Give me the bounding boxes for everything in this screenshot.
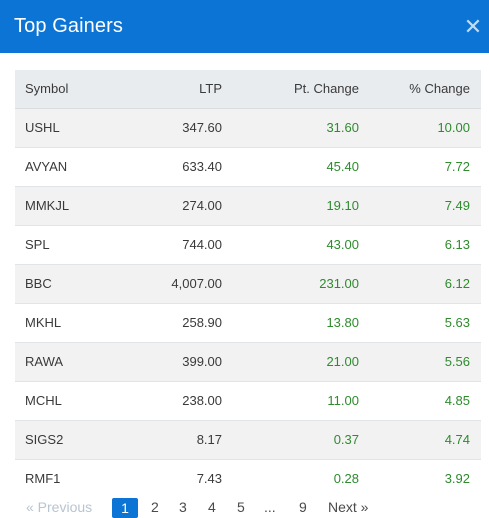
cell-ltp: 744.00 — [126, 224, 224, 264]
cell-pct-change: 10.00 — [361, 107, 481, 147]
modal-title: Top Gainers — [14, 15, 123, 37]
cell-pct-change: 7.72 — [361, 146, 481, 186]
cell-symbol[interactable]: MMKJL — [15, 185, 126, 225]
cell-ltp: 238.00 — [126, 380, 224, 420]
pagination-page-2[interactable]: 2 — [151, 499, 159, 515]
cell-ltp: 274.00 — [126, 185, 224, 225]
pagination-page-3[interactable]: 3 — [179, 499, 187, 515]
pagination-next-link[interactable]: Next » — [328, 499, 369, 515]
cell-pt-change: 43.00 — [224, 224, 361, 264]
cell-pt-change: 19.10 — [224, 185, 361, 225]
cell-pt-change: 11.00 — [224, 380, 361, 420]
cell-pct-change: 6.13 — [361, 224, 481, 264]
table-row: SIGS2 8.17 0.37 4.74 — [15, 419, 481, 459]
cell-pt-change: 21.00 — [224, 341, 361, 381]
pagination-page-5[interactable]: 5 — [237, 499, 245, 515]
cell-ltp: 258.90 — [126, 302, 224, 342]
cell-pct-change: 4.85 — [361, 380, 481, 420]
column-header-symbol[interactable]: Symbol — [15, 70, 126, 109]
column-header-pct-change[interactable]: % Change — [361, 70, 481, 109]
cell-pct-change: 3.92 — [361, 458, 481, 498]
table-row: MCHL 238.00 11.00 4.85 — [15, 380, 481, 420]
close-icon[interactable]: ✕ — [463, 13, 483, 39]
gainers-table: Symbol LTP Pt. Change % Change USHL 347.… — [15, 70, 481, 498]
cell-ltp: 7.43 — [126, 458, 224, 498]
cell-pt-change: 13.80 — [224, 302, 361, 342]
cell-ltp: 347.60 — [126, 107, 224, 147]
gainers-table-container: Symbol LTP Pt. Change % Change USHL 347.… — [15, 70, 481, 498]
cell-symbol[interactable]: SPL — [15, 224, 126, 264]
cell-pt-change: 231.00 — [224, 263, 361, 303]
table-row: BBC 4,007.00 231.00 6.12 — [15, 263, 481, 303]
cell-pct-change: 7.49 — [361, 185, 481, 225]
cell-symbol[interactable]: RAWA — [15, 341, 126, 381]
table-header-row: Symbol LTP Pt. Change % Change — [15, 70, 481, 109]
cell-pct-change: 6.12 — [361, 263, 481, 303]
pagination-page-9[interactable]: 9 — [299, 499, 307, 515]
pagination-ellipsis: ... — [264, 499, 276, 515]
table-row: RMF1 7.43 0.28 3.92 — [15, 458, 481, 498]
cell-symbol[interactable]: USHL — [15, 107, 126, 147]
table-row: RAWA 399.00 21.00 5.56 — [15, 341, 481, 381]
pagination-page-4[interactable]: 4 — [208, 499, 216, 515]
cell-symbol[interactable]: RMF1 — [15, 458, 126, 498]
cell-pct-change: 4.74 — [361, 419, 481, 459]
cell-pt-change: 0.28 — [224, 458, 361, 498]
pagination-previous-link[interactable]: « Previous — [26, 499, 93, 515]
cell-ltp: 8.17 — [126, 419, 224, 459]
column-header-ltp[interactable]: LTP — [126, 70, 224, 109]
table-row: MMKJL 274.00 19.10 7.49 — [15, 185, 481, 225]
cell-symbol[interactable]: SIGS2 — [15, 419, 126, 459]
cell-ltp: 633.40 — [126, 146, 224, 186]
cell-ltp: 4,007.00 — [126, 263, 224, 303]
cell-pct-change: 5.63 — [361, 302, 481, 342]
pagination: « Previous 1 2 3 4 5 ... 9 Next » — [0, 496, 489, 518]
modal-header: Top Gainers ✕ — [0, 0, 489, 53]
table-row: AVYAN 633.40 45.40 7.72 — [15, 146, 481, 186]
cell-symbol[interactable]: MKHL — [15, 302, 126, 342]
cell-pct-change: 5.56 — [361, 341, 481, 381]
pagination-page-1[interactable]: 1 — [112, 498, 138, 518]
cell-pt-change: 0.37 — [224, 419, 361, 459]
table-row: MKHL 258.90 13.80 5.63 — [15, 302, 481, 342]
cell-pt-change: 31.60 — [224, 107, 361, 147]
table-row: SPL 744.00 43.00 6.13 — [15, 224, 481, 264]
cell-symbol[interactable]: MCHL — [15, 380, 126, 420]
cell-ltp: 399.00 — [126, 341, 224, 381]
cell-symbol[interactable]: BBC — [15, 263, 126, 303]
cell-pt-change: 45.40 — [224, 146, 361, 186]
table-row: USHL 347.60 31.60 10.00 — [15, 107, 481, 147]
column-header-pt-change[interactable]: Pt. Change — [224, 70, 361, 109]
cell-symbol[interactable]: AVYAN — [15, 146, 126, 186]
